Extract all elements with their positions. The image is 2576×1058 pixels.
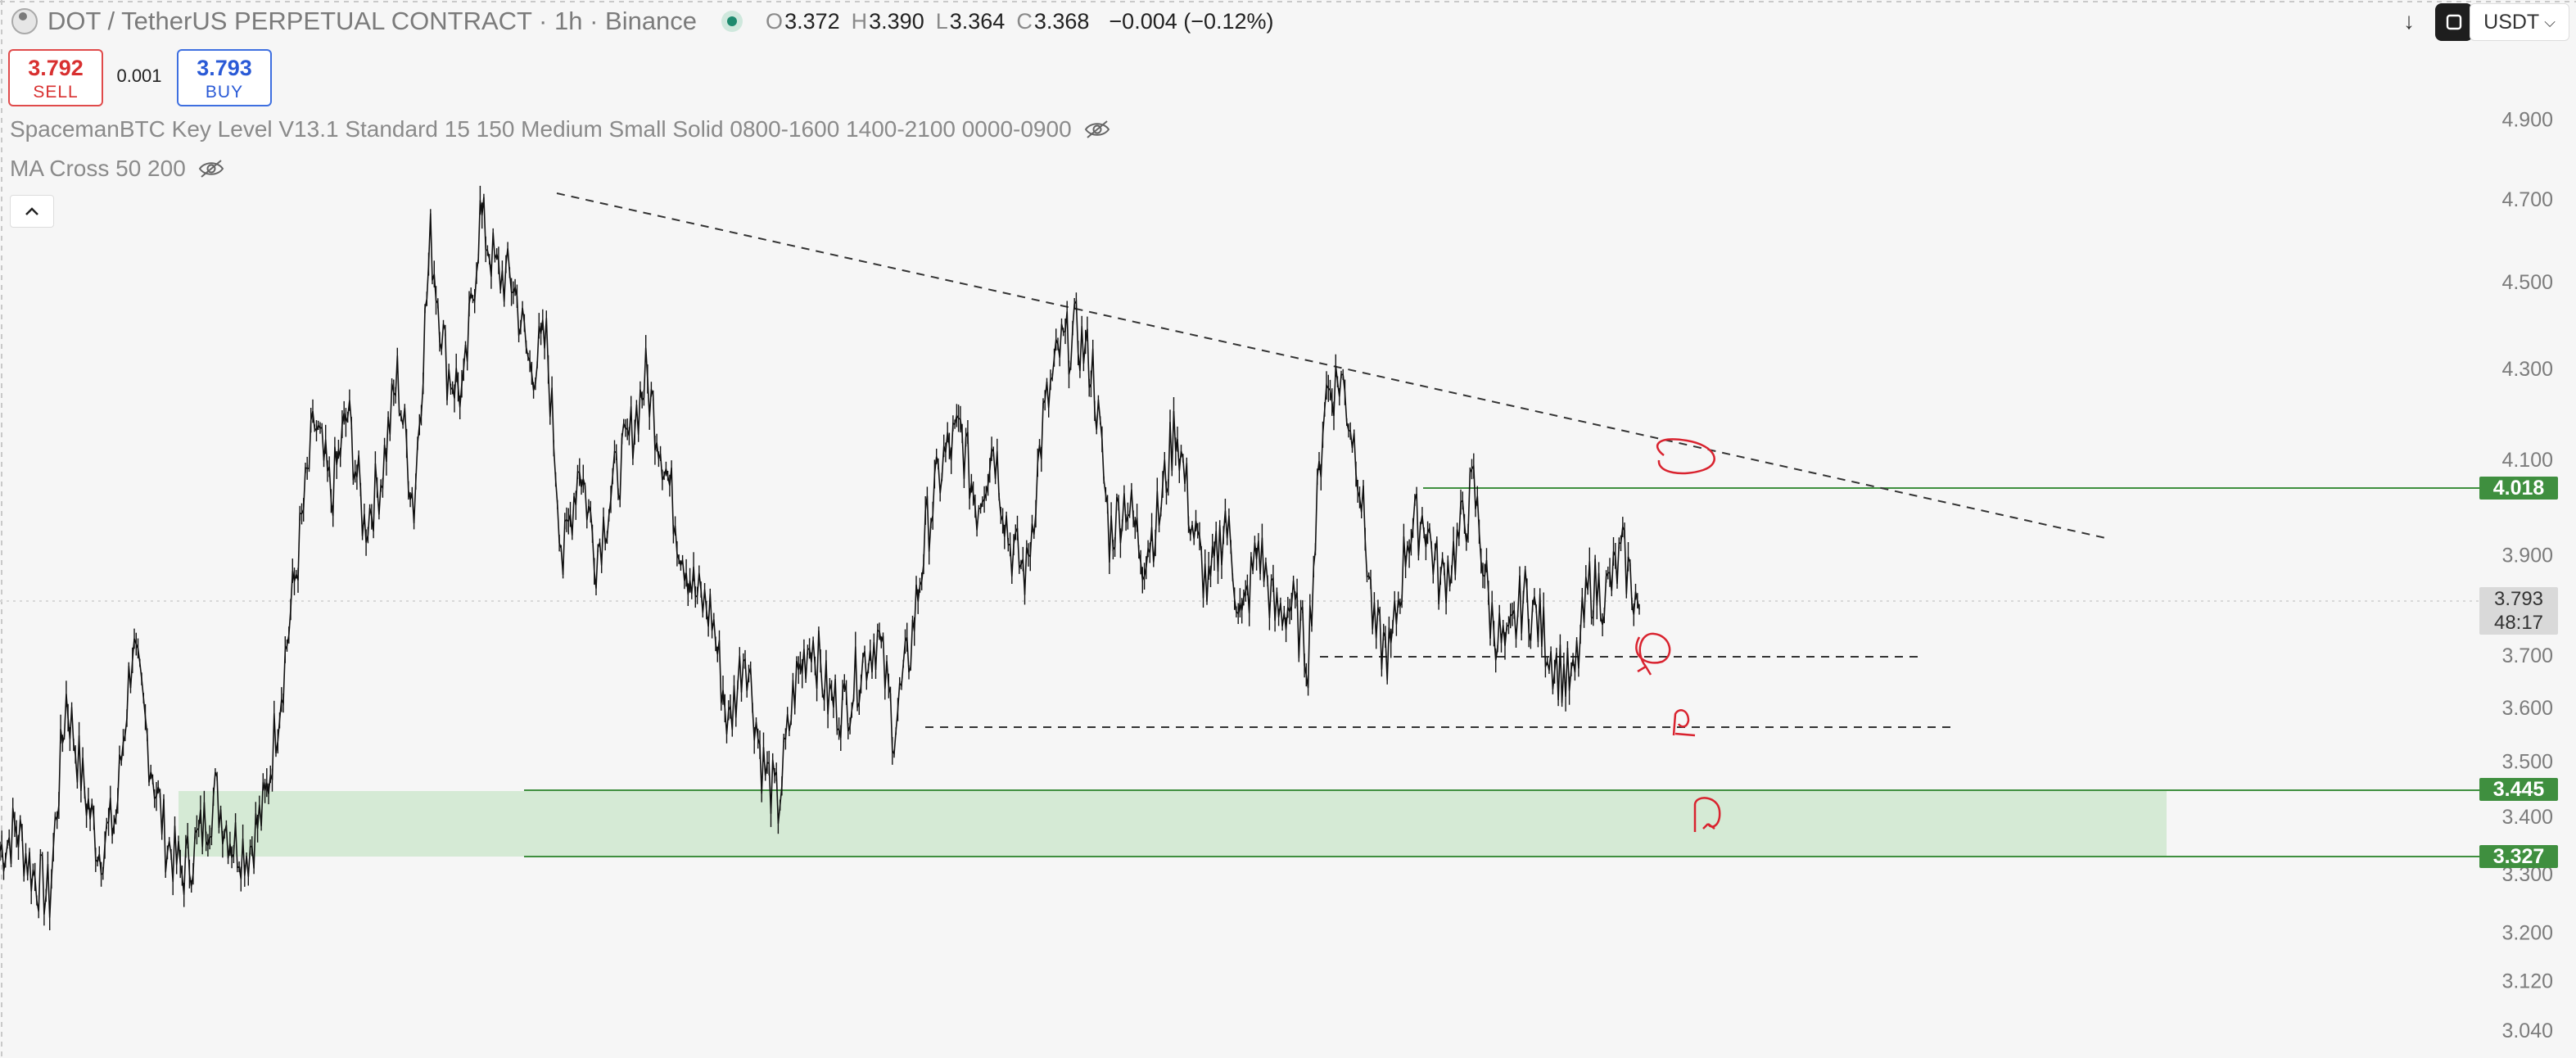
low-label: L [935, 8, 948, 34]
collapse-indicators-button[interactable] [10, 195, 54, 228]
high-label: H [851, 8, 868, 34]
y-tick-label: 3.120 [2501, 970, 2553, 992]
y-tick-label: 3.500 [2501, 751, 2553, 774]
sell-button[interactable]: 3.792 SELL [8, 49, 103, 106]
close-value: 3.368 [1033, 8, 1090, 34]
currency-label: USDT [2483, 10, 2540, 34]
y-tick-label: 3.040 [2501, 1020, 2553, 1042]
eye-off-icon[interactable] [1083, 119, 1111, 140]
eye-off-icon[interactable] [197, 158, 225, 179]
y-tick-label: 4.500 [2501, 271, 2553, 294]
y-tick-label: 4.300 [2501, 358, 2553, 381]
buy-label: BUY [205, 83, 244, 102]
symbol-title[interactable]: DOT / TetherUS PERPETUAL CONTRACT · 1h ·… [47, 7, 698, 35]
price-series [0, 185, 1640, 930]
red-annotation-circle-1 [1656, 438, 1715, 475]
y-tick-label: 4.100 [2501, 449, 2553, 472]
bar-countdown: 48:17 [2493, 612, 2544, 634]
indicator-row-keylevel[interactable]: SpacemanBTC Key Level V13.1 Standard 15 … [10, 116, 1111, 142]
trendline[interactable] [556, 192, 2110, 540]
sell-price: 3.792 [28, 56, 84, 80]
y-axis[interactable]: 4.900 4.700 4.500 4.300 4.100 3.900 3.700 3.600… [2501, 109, 2553, 1042]
y-tick-label: 3.200 [2501, 921, 2553, 944]
chart-header: DOT / TetherUS PERPETUAL CONTRACT · 1h ·… [0, 0, 2576, 49]
indicator-row-macross[interactable]: MA Cross 50 200 [10, 156, 225, 182]
zone-bottom-price-tag: 3.327 [2479, 845, 2558, 868]
symbol-row: DOT / TetherUS PERPETUAL CONTRACT · 1h ·… [11, 7, 1274, 36]
indicator-keylevel-label: SpacemanBTC Key Level V13.1 Standard 15 … [10, 116, 1072, 142]
market-status-icon[interactable] [721, 11, 743, 32]
low-value: 3.364 [949, 8, 1006, 34]
demand-zone[interactable] [179, 791, 2167, 857]
red-annotation-hook-4 [1693, 797, 1721, 832]
y-tick-label: 4.900 [2501, 109, 2553, 132]
y-tick-label: 3.700 [2501, 644, 2553, 667]
buy-button[interactable]: 3.793 BUY [177, 49, 272, 106]
currency-select[interactable]: USDT ⌵ [2470, 3, 2569, 41]
high-value: 3.390 [869, 8, 924, 34]
current-price-tag: 3.793 48:17 [2479, 587, 2558, 635]
close-label: C [1016, 8, 1033, 34]
price-change: −0.004 (−0.12%) [1109, 8, 1274, 34]
y-tick-label: 3.400 [2501, 806, 2553, 829]
zone-top-price-tag: 3.445 [2479, 778, 2558, 801]
open-label: O [766, 8, 784, 34]
fullscreen-icon[interactable] [2435, 3, 2473, 41]
open-value: 3.372 [784, 8, 840, 34]
sell-label: SELL [33, 83, 79, 102]
ohlc-values: O3.372 H3.390 L3.364 C3.368 −0.004 (−0.1… [766, 9, 1274, 34]
download-arrow-icon[interactable]: ↓ [2403, 8, 2415, 34]
spread-value: 0.001 [116, 66, 162, 86]
y-tick-label: 4.700 [2501, 188, 2553, 211]
y-tick-label: 3.900 [2501, 545, 2553, 567]
current-price-value: 3.793 [2493, 588, 2544, 610]
polkadot-logo-icon [11, 8, 38, 34]
indicator-macross-label: MA Cross 50 200 [10, 156, 186, 181]
resistance-price-tag: 4.018 [2479, 477, 2558, 500]
chevron-up-icon [25, 207, 38, 215]
red-annotation-hook-3 [1672, 709, 1696, 737]
buy-price: 3.793 [197, 56, 252, 80]
price-series-line [0, 197, 1640, 918]
chevron-down-icon: ⌵ [2544, 13, 2556, 30]
y-tick-label: 3.600 [2501, 697, 2553, 720]
red-annotation-loop-2 [1635, 632, 1671, 676]
